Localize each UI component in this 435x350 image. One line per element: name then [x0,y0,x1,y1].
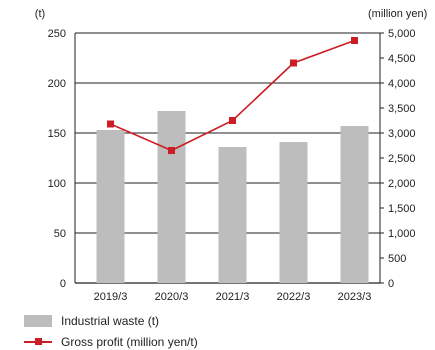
left-axis-tick-label: 0 [60,278,66,290]
right-axis-tick-label: 0 [388,278,394,290]
line-point-marker [229,117,236,124]
right-axis-tick-label: 3,000 [388,128,416,140]
left-axis-tick-label: 100 [48,178,66,190]
line-point-marker [290,59,297,67]
right-axis-tick-label: 4,500 [388,53,416,65]
bar [279,142,308,283]
right-axis-tick-label: 2,000 [388,178,416,190]
line-point-marker [351,37,358,44]
bar [340,126,369,283]
x-axis-tick-label: 2020/3 [155,291,189,303]
right-axis-tick-label: 5,000 [388,28,416,40]
bar-swatch-icon [24,315,52,327]
line-series [107,37,358,154]
bar-series [96,111,369,283]
right-axis-tick-label: 2,500 [388,153,416,165]
left-axis-tick-label: 200 [48,78,66,90]
left-axis-tick-label: 50 [54,228,66,240]
bar [157,111,186,283]
x-axis-tick-label: 2019/3 [94,291,128,303]
right-axis-unit-label: (million yen) [368,8,427,20]
right-axis-tick-label: 1,500 [388,203,416,215]
legend-label-line: Gross profit (million yen/t) [61,335,198,349]
line-point-marker [107,120,114,128]
x-axis-tick-label: 2022/3 [277,291,311,303]
line-marker-swatch-icon [24,336,52,348]
legend-label-bars: Industrial waste (t) [61,314,160,328]
bar [96,130,125,283]
right-axis-tick-label: 3,500 [388,103,416,115]
right-axis-tick-label: 4,000 [388,78,416,90]
series-line [110,39,355,152]
left-axis-tick-label: 250 [48,28,66,40]
x-axis-tick-label: 2023/3 [338,291,372,303]
x-axis-tick-label: 2021/3 [216,291,250,303]
legend-item-line: Gross profit (million yen/t) [24,335,198,349]
axes: 0 500 1,000 1,500 2,000 2,500 3,000 3,500 4,000 4… [74,28,416,303]
left-axis-tick-label: 150 [48,128,66,140]
left-axis-unit-label: (t) [35,8,45,20]
right-axis-tick-label: 1,000 [388,228,416,240]
right-axis-tick-label: 500 [388,253,406,265]
bar [218,147,247,283]
line-point-marker [168,147,175,154]
legend-item-bars: Industrial waste (t) [24,314,159,328]
